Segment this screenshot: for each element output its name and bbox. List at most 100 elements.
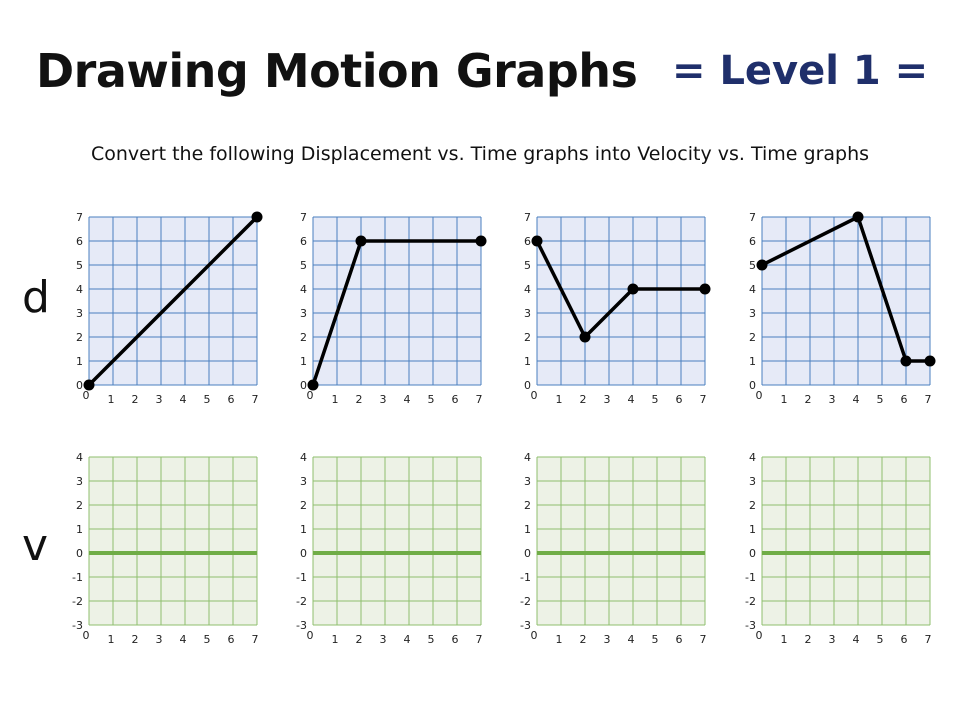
y-tick-label: -2 [72, 595, 83, 608]
x-tick-label: 4 [853, 393, 860, 406]
x-tick-label: 2 [805, 633, 812, 646]
y-tick-label: -1 [520, 571, 531, 584]
y-tick-label: 1 [76, 523, 83, 536]
x-tick-label: 3 [156, 393, 163, 406]
x-tick-label: 0 [307, 629, 314, 642]
x-tick-label: 7 [476, 393, 483, 406]
y-tick-label: -1 [72, 571, 83, 584]
y-tick-label: 2 [749, 331, 756, 344]
plot-area [762, 457, 930, 625]
plot-area [89, 457, 257, 625]
x-tick-label: 1 [108, 393, 115, 406]
y-tick-label: 0 [749, 547, 756, 560]
x-tick-label: 2 [132, 393, 139, 406]
y-tick-label: 6 [749, 235, 756, 248]
y-tick-label: -3 [745, 619, 756, 632]
y-tick-label: 2 [300, 331, 307, 344]
data-point [627, 283, 639, 295]
x-tick-label: 6 [452, 393, 459, 406]
x-tick-label: 6 [228, 633, 235, 646]
y-tick-label: -3 [72, 619, 83, 632]
x-tick-label: 3 [604, 393, 611, 406]
row-label-velocity: v [22, 520, 49, 571]
x-tick-label: 5 [428, 393, 435, 406]
data-point [531, 235, 543, 247]
x-tick-label: 2 [132, 633, 139, 646]
y-tick-label: 3 [749, 307, 756, 320]
page-title: Drawing Motion Graphs [36, 44, 638, 98]
y-tick-label: -3 [296, 619, 307, 632]
y-tick-label: 3 [524, 475, 531, 488]
displacement-curve [87, 215, 259, 387]
data-point [83, 379, 95, 391]
y-tick-label: 7 [524, 211, 531, 224]
y-tick-label: 2 [524, 499, 531, 512]
x-tick-label: 4 [853, 633, 860, 646]
y-tick-label: 1 [524, 523, 531, 536]
y-tick-label: -2 [520, 595, 531, 608]
plot-area [762, 217, 930, 385]
displacement-curve [761, 215, 930, 363]
x-tick-label: 0 [83, 629, 90, 642]
y-tick-label: 0 [300, 379, 307, 392]
y-tick-label: 5 [524, 259, 531, 272]
velocity-graph-1: -3 -2 -1 0 1 2 3 4 0 1 2 3 4 5 6 7 [72, 451, 258, 646]
y-tick-label: 2 [76, 331, 83, 344]
y-tick-label: 4 [300, 283, 307, 296]
data-point [579, 331, 591, 343]
y-tick-label: -2 [745, 595, 756, 608]
x-tick-label: 6 [676, 633, 683, 646]
x-tick-label: 2 [580, 633, 587, 646]
y-tick-label: 2 [300, 499, 307, 512]
y-tick-label: 7 [76, 211, 83, 224]
x-tick-label: 7 [476, 633, 483, 646]
x-tick-label: 6 [228, 393, 235, 406]
y-tick-label: -1 [745, 571, 756, 584]
x-tick-label: 6 [452, 633, 459, 646]
x-tick-label: 6 [676, 393, 683, 406]
y-tick-label: 0 [524, 379, 531, 392]
x-tick-label: 5 [877, 633, 884, 646]
data-point [699, 283, 711, 295]
x-tick-label: 7 [252, 633, 259, 646]
data-point [251, 211, 263, 223]
y-tick-label: 2 [76, 499, 83, 512]
data-point [924, 355, 936, 367]
displacement-graph-4: 0 1 2 3 4 5 6 7 0 1 2 3 4 5 6 7 [749, 211, 936, 406]
x-tick-label: 0 [531, 629, 538, 642]
y-tick-label: 0 [524, 547, 531, 560]
y-tick-label: 5 [749, 259, 756, 272]
plot-area [313, 457, 481, 625]
y-tick-label: 4 [749, 451, 756, 464]
x-tick-label: 7 [700, 633, 707, 646]
x-tick-label: 4 [404, 393, 411, 406]
velocity-graph-3: -3 -2 -1 0 1 2 3 4 0 1 2 3 4 5 6 7 [520, 451, 706, 646]
y-tick-label: 3 [749, 475, 756, 488]
y-tick-label: 1 [749, 523, 756, 536]
x-tick-label: 1 [556, 393, 563, 406]
x-tick-label: 0 [83, 389, 90, 402]
x-tick-label: 5 [428, 633, 435, 646]
x-tick-label: 3 [829, 633, 836, 646]
data-point [355, 235, 367, 247]
y-tick-label: 1 [524, 355, 531, 368]
velocity-graph-4: -3 -2 -1 0 1 2 3 4 0 1 2 3 4 5 6 7 [745, 451, 931, 646]
x-tick-label: 4 [628, 633, 635, 646]
x-tick-label: 4 [180, 633, 187, 646]
displacement-graph-1: 0 1 2 3 4 5 6 7 0 1 2 3 4 5 6 7 [76, 211, 263, 406]
x-tick-label: 3 [829, 393, 836, 406]
y-tick-label: 6 [524, 235, 531, 248]
x-tick-label: 1 [781, 633, 788, 646]
y-tick-label: 1 [300, 355, 307, 368]
row-label-displacement: d [22, 272, 50, 323]
plot-area [537, 457, 705, 625]
x-tick-label: 6 [901, 633, 908, 646]
x-tick-label: 7 [925, 393, 932, 406]
y-tick-label: 4 [524, 451, 531, 464]
y-tick-label: -2 [296, 595, 307, 608]
y-tick-label: 4 [749, 283, 756, 296]
data-point [756, 259, 768, 271]
y-tick-label: 3 [300, 475, 307, 488]
x-tick-label: 5 [652, 393, 659, 406]
data-point [852, 211, 864, 223]
